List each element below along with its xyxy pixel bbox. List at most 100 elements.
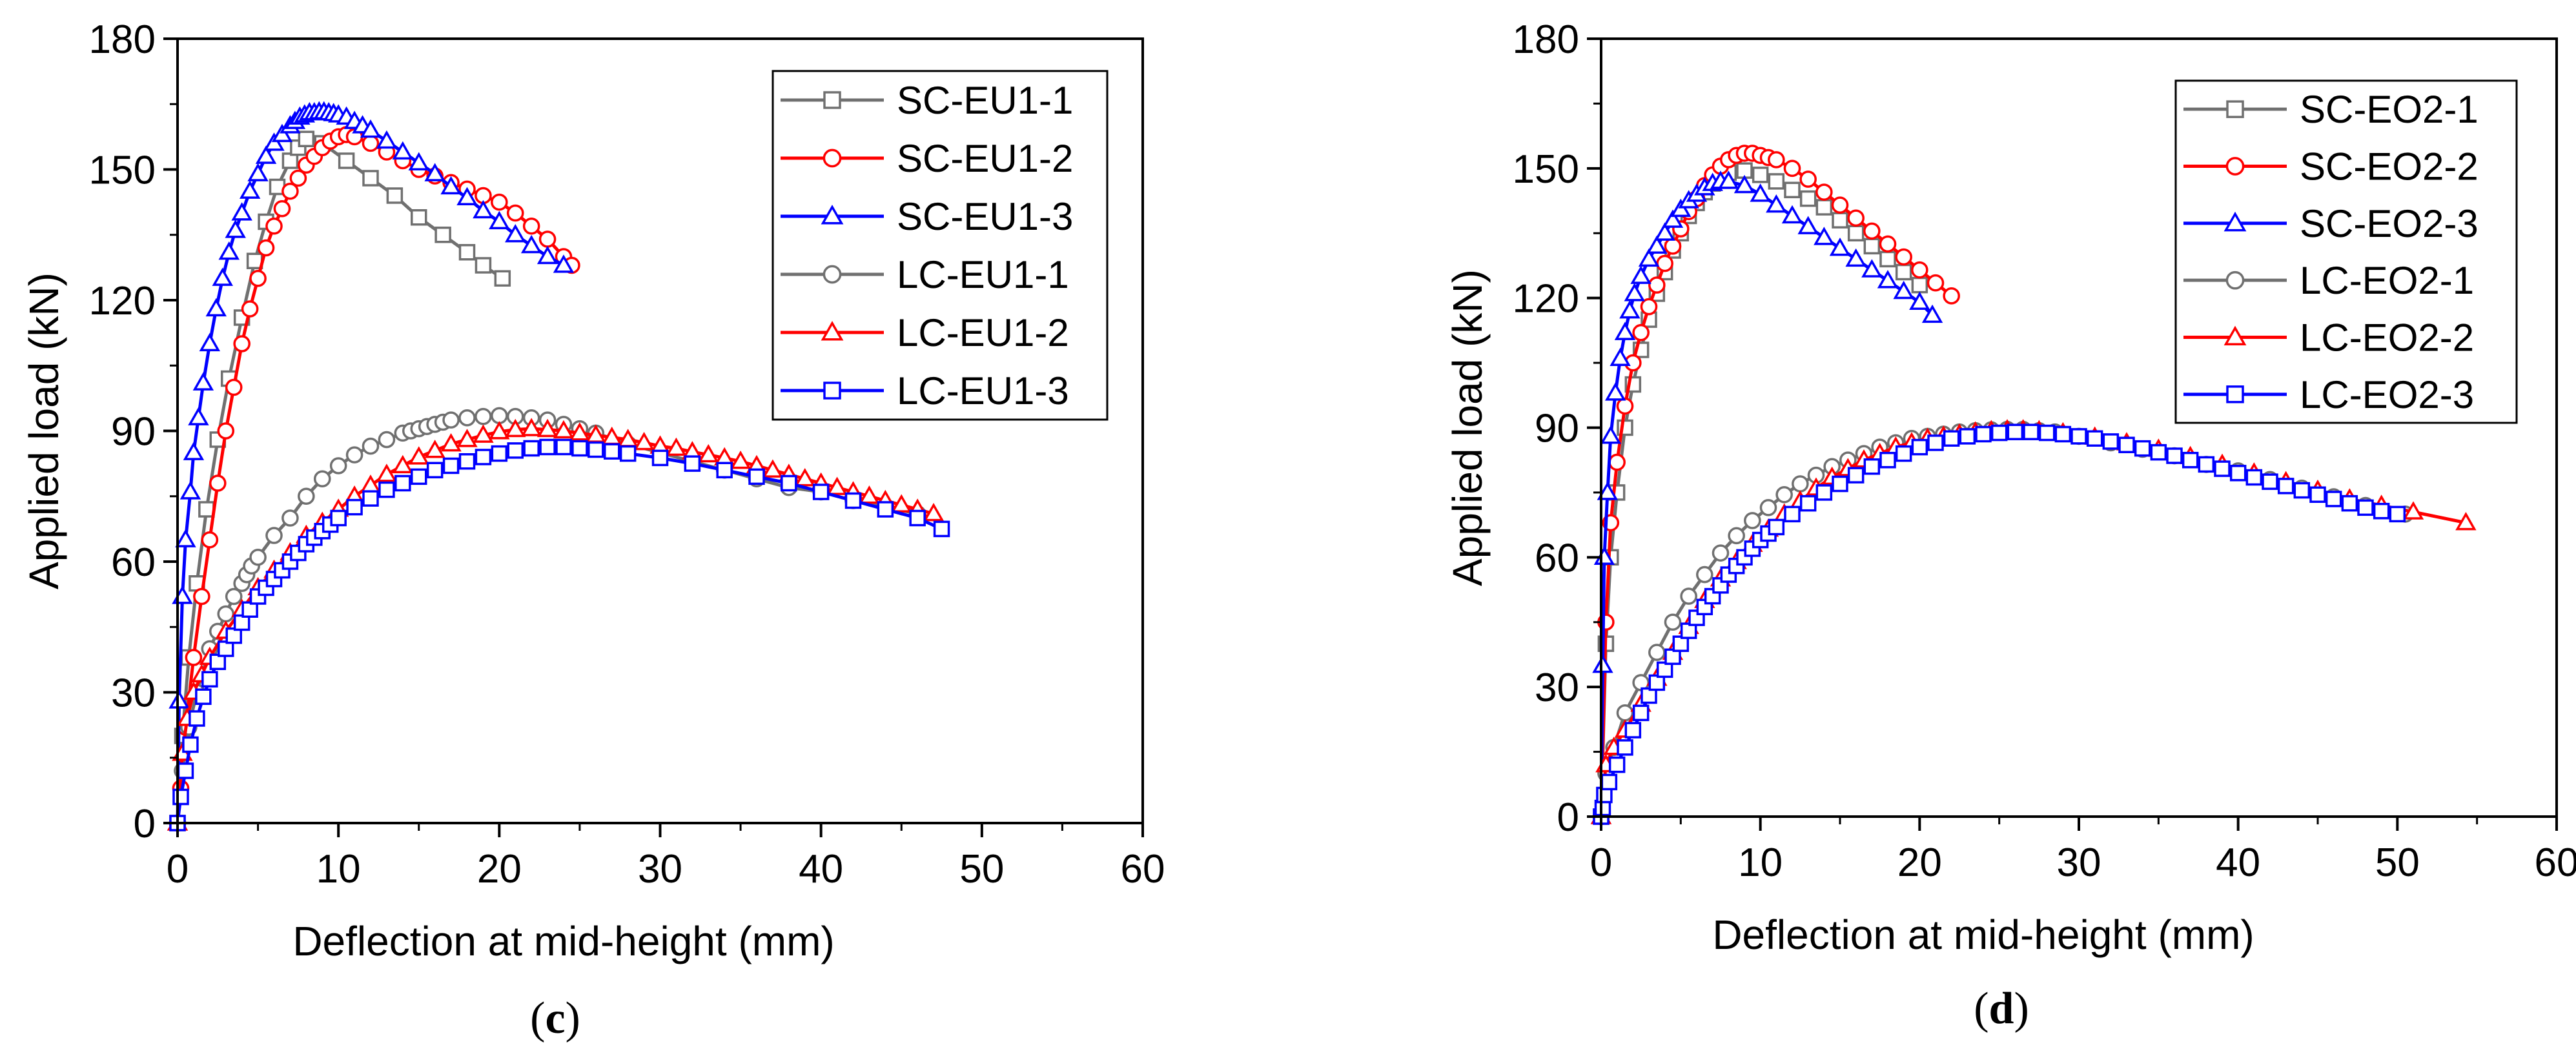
- data-point-LC-EU1-3: [458, 453, 476, 470]
- y-tick-label: 120: [1513, 277, 1579, 321]
- data-point-SC-EU1-3: [537, 245, 558, 265]
- data-point-SC-EU1-1: [475, 257, 492, 274]
- data-point-LC-EO2-3: [2086, 430, 2103, 447]
- data-point-SC-EU1-2: [185, 649, 203, 666]
- data-point-LC-EO2-3: [2118, 436, 2135, 454]
- data-point-LC-EO2-3: [1959, 428, 1976, 445]
- data-point-LC-EU1-3: [555, 438, 572, 456]
- data-point-SC-EU1-1: [386, 187, 404, 204]
- data-point-SC-EU1-2: [225, 378, 243, 396]
- x-tick-label: 50: [959, 847, 1004, 891]
- data-point-LC-EU1-3: [378, 481, 395, 498]
- data-point-SC-EU1-1: [494, 270, 511, 287]
- data-point-LC-EU1-3: [604, 443, 620, 460]
- data-point-LC-EU1-2: [537, 418, 558, 438]
- data-point-SC-EU1-2: [193, 587, 210, 606]
- data-point-LC-EU1-3: [684, 455, 701, 472]
- data-point-LC-EU1-3: [346, 498, 363, 516]
- y-tick-label: 90: [111, 410, 156, 454]
- legend-label-SC-EU1-2: SC-EU1-2: [897, 137, 1073, 180]
- y-tick-label: 30: [111, 671, 156, 716]
- data-point-LC-EU1-2: [408, 446, 429, 465]
- y-tick-label: 90: [1535, 407, 1579, 451]
- data-point-LC-EU1-3: [182, 736, 199, 753]
- series-SC-EU1-3: [167, 101, 575, 831]
- data-point-LC-EU1-2: [376, 463, 398, 482]
- data-point-SC-EU1-3: [360, 119, 382, 138]
- data-point-LC-EO2-3: [2325, 491, 2342, 507]
- data-point-LC-EU1-2: [553, 420, 575, 439]
- x-axis-title: Deflection at mid-height (mm): [1712, 912, 2254, 958]
- data-point-SC-EU1-3: [179, 481, 201, 500]
- data-point-LC-EO2-1: [1712, 544, 1730, 562]
- data-point-LC-EO2-3: [1784, 505, 1801, 523]
- data-point-SC-EU1-3: [169, 690, 190, 709]
- legend-marker-LC-EU1-3: [823, 382, 841, 400]
- data-point-LC-EO2-1: [1744, 512, 1761, 529]
- data-point-SC-EU1-2: [233, 335, 250, 352]
- data-point-SC-EU1-3: [473, 199, 494, 219]
- data-point-SC-EO2-2: [1815, 183, 1833, 201]
- data-point-LC-EU1-1: [298, 487, 315, 505]
- data-point-LC-EU1-3: [411, 468, 427, 485]
- data-point-SC-EU1-2: [506, 204, 524, 222]
- legend-label-LC-EU1-3: LC-EU1-3: [897, 369, 1069, 412]
- data-point-LC-EO2-1: [1792, 475, 1809, 493]
- y-tick-label: 60: [111, 540, 156, 585]
- series-SC-EO2-3: [1590, 170, 1943, 824]
- data-point-SC-EU1-3: [255, 145, 277, 164]
- data-point-LC-EO2-3: [2038, 424, 2056, 442]
- data-point-LC-EO2-3: [2166, 447, 2183, 464]
- data-point-SC-EO2-3: [1845, 248, 1866, 267]
- data-point-LC-EU1-2: [473, 424, 494, 443]
- data-point-LC-EO2-3: [2214, 460, 2231, 477]
- legend-marker-LC-EO2-3: [2226, 385, 2244, 403]
- data-point-LC-EO2-3: [2262, 473, 2278, 490]
- data-point-LC-EU1-3: [195, 688, 212, 705]
- data-point-LC-EU1-3: [189, 710, 205, 727]
- data-point-LC-EU1-1: [265, 527, 283, 544]
- data-point-SC-EU1-3: [263, 132, 285, 151]
- panel-label: (c): [530, 993, 580, 1043]
- data-point-LC-EU1-3: [442, 457, 460, 474]
- data-point-LC-EO2-3: [1608, 756, 1626, 773]
- data-point-LC-EU1-2: [762, 459, 784, 478]
- data-point-LC-EU1-3: [507, 442, 524, 459]
- data-point-LC-EO2-3: [2277, 478, 2295, 494]
- data-point-SC-EU1-1: [298, 130, 315, 147]
- data-point-SC-EO2-1: [1911, 276, 1928, 294]
- x-tick-label: 40: [2216, 840, 2260, 885]
- data-point-SC-EO2-2: [1799, 170, 1817, 188]
- data-point-LC-EU1-3: [426, 462, 444, 478]
- data-point-LC-EU1-2: [826, 476, 848, 495]
- x-tick-label: 60: [2535, 840, 2576, 885]
- data-point-SC-EO2-3: [1733, 174, 1755, 194]
- data-point-LC-EU1-1: [249, 548, 267, 566]
- data-point-SC-EU1-3: [205, 298, 227, 317]
- data-point-LC-EO2-1: [1775, 485, 1793, 504]
- data-point-LC-EO2-3: [1832, 475, 1848, 493]
- series-SC-EO2-2: [1592, 145, 1960, 826]
- data-point-LC-EU1-2: [424, 440, 445, 458]
- x-axis-title: Deflection at mid-height (mm): [292, 918, 834, 964]
- legend-label-LC-EU1-1: LC-EU1-1: [897, 253, 1069, 296]
- data-point-SC-EU1-2: [538, 230, 557, 248]
- data-point-SC-EU1-1: [198, 501, 215, 518]
- data-point-LC-EO2-3: [1632, 704, 1650, 722]
- data-point-LC-EU1-2: [392, 454, 414, 474]
- data-point-LC-EU1-3: [909, 509, 926, 527]
- data-point-LC-EO2-1: [1759, 499, 1777, 516]
- legend-label-LC-EO2-3: LC-EO2-3: [2300, 373, 2474, 416]
- data-point-LC-EU1-2: [440, 433, 462, 452]
- data-point-LC-EU1-3: [539, 438, 556, 456]
- data-point-SC-EO2-1: [1799, 190, 1817, 207]
- data-point-LC-EO2-3: [2198, 456, 2215, 473]
- data-point-LC-EU1-3: [781, 474, 797, 492]
- data-point-LC-EU1-3: [588, 441, 604, 458]
- data-point-SC-EO2-3: [1766, 194, 1787, 213]
- chart-panel-d: 0 10 20 30 40 50 60 0 30 60 90 120 150 180 Deflection …: [1444, 17, 2576, 1034]
- x-tick-label: 0: [1590, 840, 1612, 885]
- legend-marker-SC-EO2-1: [2226, 100, 2244, 118]
- data-point-LC-EU1-2: [520, 418, 542, 436]
- data-point-LC-EO2-3: [1600, 773, 1618, 791]
